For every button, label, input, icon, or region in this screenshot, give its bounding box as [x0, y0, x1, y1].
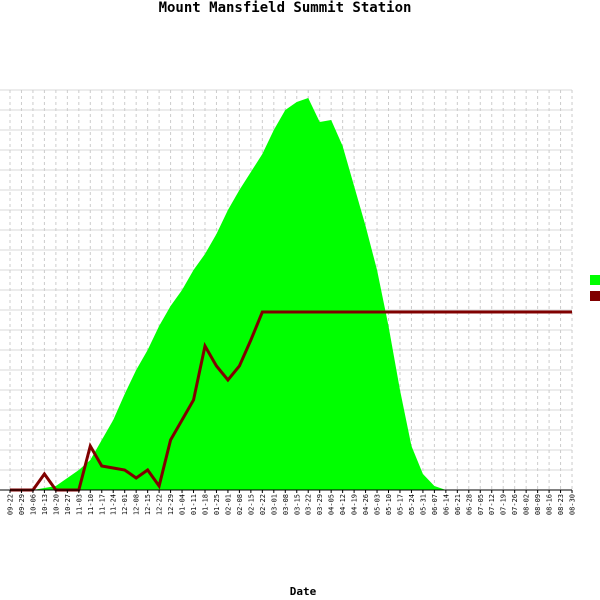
x-tick-label: 03-08: [282, 494, 290, 515]
x-tick-label: 07-19: [500, 494, 508, 515]
x-tick-label: 10-27: [64, 494, 72, 515]
x-tick-label: 10-13: [41, 494, 49, 515]
x-tick-label: 02-15: [247, 494, 255, 515]
x-tick-label: 06-14: [442, 494, 450, 515]
x-tick-label: 11-10: [87, 494, 95, 515]
x-tick-label: 09-22: [7, 494, 15, 515]
x-tick-label: 05-03: [374, 494, 382, 515]
x-tick-label: 06-28: [465, 494, 473, 515]
x-tick-label: 12-01: [121, 494, 129, 515]
x-tick-label: 06-21: [454, 494, 462, 515]
x-tick-label: 08-23: [557, 494, 565, 515]
x-tick-label: 03-15: [293, 494, 301, 515]
x-tick-label: 06-07: [431, 494, 439, 515]
x-tick-label: 01-18: [201, 494, 209, 515]
x-tick-label: 11-24: [110, 494, 118, 515]
x-tick-label: 05-10: [385, 494, 393, 515]
x-tick-label: 01-25: [213, 494, 221, 515]
x-tick-label: 05-17: [396, 494, 404, 515]
x-tick-label: 12-15: [144, 494, 152, 515]
x-tick-label: 07-05: [477, 494, 485, 515]
x-tick-label: 04-12: [339, 494, 347, 515]
x-tick-label: 12-08: [133, 494, 141, 515]
x-tick-label: 11-03: [75, 494, 83, 515]
x-tick-label: 08-30: [569, 494, 577, 515]
x-tick-label: 04-05: [328, 494, 336, 515]
x-tick-label: 11-17: [98, 494, 106, 515]
x-tick-label: 04-19: [351, 494, 359, 515]
x-tick-label: 05-31: [419, 494, 427, 515]
x-tick-label: 01-11: [190, 494, 198, 515]
x-tick-label: 08-09: [534, 494, 542, 515]
x-tick-label: 09-29: [18, 494, 26, 515]
x-tick-label: 02-22: [259, 494, 267, 515]
legend-swatch: [590, 291, 600, 301]
average-area: [10, 98, 573, 490]
x-tick-label: 08-02: [523, 494, 531, 515]
x-tick-label: 03-22: [305, 494, 313, 515]
x-tick-label: 01-04: [179, 494, 187, 515]
legend-swatch: [590, 275, 600, 285]
x-tick-label: 03-29: [316, 494, 324, 515]
x-tick-label: 07-26: [511, 494, 519, 515]
x-tick-label: 12-29: [167, 494, 175, 515]
x-tick-label: 07-12: [488, 494, 496, 515]
x-tick-label: 12-22: [156, 494, 164, 515]
x-tick-label: 04-26: [362, 494, 370, 515]
x-axis-label: Date: [290, 585, 317, 598]
x-tick-label: 10-20: [52, 494, 60, 515]
x-tick-label: 05-24: [408, 494, 416, 515]
chart-title: Mount Mansfield Summit Station: [159, 0, 412, 16]
season-line: [10, 310, 573, 492]
x-tick-label: 02-01: [224, 494, 232, 515]
x-tick-label: 08-16: [546, 494, 554, 515]
x-tick-label: 02-08: [236, 494, 244, 515]
x-tick-label: 03-01: [270, 494, 278, 515]
x-tick-label: 10-06: [29, 494, 37, 515]
